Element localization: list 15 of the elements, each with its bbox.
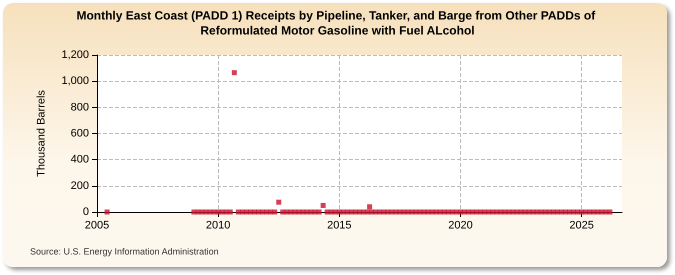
x-tick-label: 2025 — [569, 220, 594, 232]
y-tick-label: 1,000 — [61, 75, 89, 88]
source-note: Source: U.S. Energy Information Administration — [30, 246, 219, 256]
y-axis-title: Thousand Barrels — [36, 90, 48, 177]
y-tick-label: 1,200 — [61, 49, 89, 61]
y-tick-label: 200 — [70, 180, 89, 192]
y-tick-label: 0 — [82, 206, 89, 218]
x-tick-label: 2020 — [448, 220, 473, 232]
y-tick-label: 400 — [70, 154, 89, 166]
y-tick-label: 600 — [70, 128, 89, 140]
y-tick-label: 800 — [70, 101, 89, 114]
chart-title: Monthly East Coast (PADD 1) Receipts by Pipeline, Tanker, and Barge from Other PADDs of Reformulated Motor Gasoline with Fuel ALcohol — [76, 8, 599, 38]
x-tick-label: 2005 — [84, 220, 110, 232]
x-tick-label: 2015 — [327, 220, 352, 232]
x-tick-label: 2010 — [206, 220, 230, 232]
